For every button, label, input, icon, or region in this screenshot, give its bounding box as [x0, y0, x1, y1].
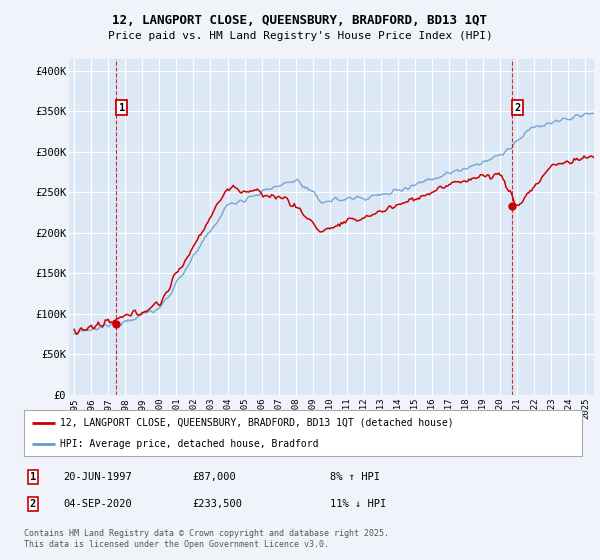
Text: 12, LANGPORT CLOSE, QUEENSBURY, BRADFORD, BD13 1QT (detached house): 12, LANGPORT CLOSE, QUEENSBURY, BRADFORD… [60, 418, 454, 428]
Text: 04-SEP-2020: 04-SEP-2020 [63, 499, 132, 509]
Text: 2: 2 [514, 102, 520, 113]
Text: 1: 1 [119, 102, 125, 113]
Text: 11% ↓ HPI: 11% ↓ HPI [330, 499, 386, 509]
Text: Contains HM Land Registry data © Crown copyright and database right 2025.
This d: Contains HM Land Registry data © Crown c… [24, 529, 389, 549]
Text: HPI: Average price, detached house, Bradford: HPI: Average price, detached house, Brad… [60, 439, 319, 449]
Text: 8% ↑ HPI: 8% ↑ HPI [330, 472, 380, 482]
Text: 20-JUN-1997: 20-JUN-1997 [63, 472, 132, 482]
Text: 12, LANGPORT CLOSE, QUEENSBURY, BRADFORD, BD13 1QT: 12, LANGPORT CLOSE, QUEENSBURY, BRADFORD… [113, 14, 487, 27]
Text: Price paid vs. HM Land Registry's House Price Index (HPI): Price paid vs. HM Land Registry's House … [107, 31, 493, 41]
Text: 1: 1 [30, 472, 36, 482]
Text: £233,500: £233,500 [192, 499, 242, 509]
Text: £87,000: £87,000 [192, 472, 236, 482]
Text: 2: 2 [30, 499, 36, 509]
